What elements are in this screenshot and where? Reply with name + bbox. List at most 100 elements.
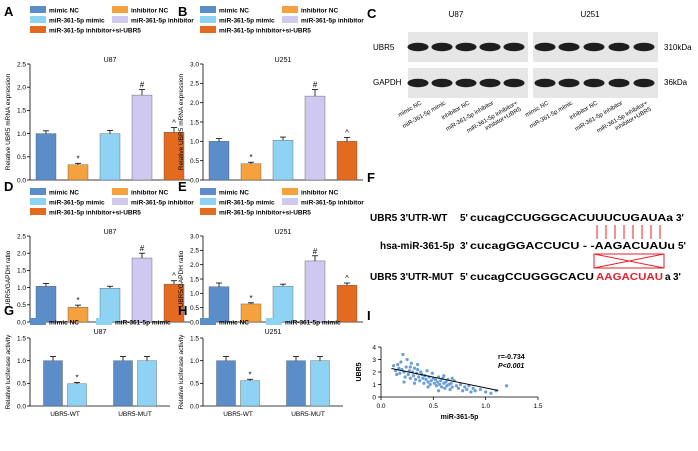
bar-B-3 (304, 95, 326, 181)
ylabel-G: Relative luciferase activity (5, 334, 12, 410)
legend-label-H-0: mimic NC (219, 320, 249, 327)
chart-title-G: U87 (94, 329, 107, 336)
legend-swatch-G-0 (30, 318, 46, 325)
scatter-point-25 (419, 370, 423, 374)
category-label-H-0: UBR5-WT (223, 411, 253, 418)
charts: A 0.0 0.5 1.0 1.5 2.0 2.5 Relative UBR5 mRNA ex… (4, 4, 543, 421)
chart-title-D: U87 (104, 229, 117, 236)
seq-wt-suffix: 3' (676, 213, 684, 224)
panel-b-chart: B 0.0 0.5 1.0 1.5 2.0 2.5 3.0 Relative UBR5 mRNA… (178, 4, 364, 184)
panel-label-i: I (367, 308, 371, 323)
ytick-label-D-1: 0.5 (17, 302, 26, 309)
scatter-point-5 (398, 371, 402, 375)
legend-label-D-1: inhibitor NC (131, 190, 168, 197)
ylabel-B: Relative UBR5 mRNA expression (178, 73, 185, 170)
panel-label-d: D (4, 179, 13, 194)
scatter-xtick-label-3: 1.5 (533, 403, 542, 410)
scatter-point-27 (421, 376, 425, 380)
lane-label-6: miR-361-5p mimic (529, 101, 574, 131)
ytick-label-D-3: 1.5 (17, 268, 26, 275)
panel-d-chart: D 0.0 0.5 1.0 1.5 2.0 2.5 UBR5/GAPDH ratio U87 mi… (4, 179, 194, 326)
blot-row-ubr5: UBR5 (373, 43, 395, 52)
ytick-label-E-4: 2.0 (190, 262, 199, 269)
legend-swatch-A-3 (112, 16, 128, 23)
scatter-point-61 (463, 385, 467, 389)
legend-swatch-D-0 (30, 188, 46, 195)
legend-label-E-2: miR-361-5p mimic (219, 200, 275, 207)
seq-mut-black: cucagCCUGGGCACU (470, 272, 594, 283)
legend-swatch-B-1 (282, 6, 298, 13)
scatter-point-23 (417, 375, 421, 379)
ytick-label-B-5: 2.5 (190, 81, 199, 88)
scatter-xlabel: miR-361-5p (441, 414, 479, 421)
sig-mark-E-4: ^ (345, 274, 349, 283)
legend-label-E-4: miR-361-5p inhibitor+si-UBR5 (219, 210, 311, 217)
legend-swatch-B-2 (200, 16, 216, 23)
scatter-point-55 (450, 385, 454, 389)
legend-label-A-4: miR-361-5p inhibitor+si-UBR5 (49, 28, 141, 35)
legend-label-D-0: mimic NC (49, 190, 79, 197)
legend-label-G-1: miR-361-5p mimic (115, 320, 171, 327)
scatter-point-39 (433, 377, 438, 382)
bar-H-1-1 (310, 360, 330, 407)
bar-D-3 (131, 257, 153, 323)
scatter-point-76 (442, 374, 446, 378)
ytick-label-A-1: 0.5 (17, 154, 26, 161)
scatter-point-34 (428, 382, 432, 387)
scatter-point-35 (429, 379, 433, 383)
bar-E-3 (304, 260, 326, 323)
legend-swatch-E-4 (200, 208, 216, 215)
scatter-point-68 (484, 390, 488, 394)
scatter-point-65 (471, 386, 475, 390)
scatter-point-0 (391, 364, 396, 368)
ytick-label-E-1: 0.5 (190, 305, 199, 312)
bar-E-2 (272, 285, 294, 323)
seq-mir: cucagGGACCUCU - -AAGACUAUu (470, 241, 675, 252)
scatter-point-66 (473, 389, 477, 393)
sig-mark-E-3: # (313, 247, 318, 256)
scatter-point-78 (402, 380, 406, 384)
ytick-label-E-0: 0.0 (190, 319, 199, 326)
band-ubr5-9 (633, 42, 655, 52)
panel-a-chart: A 0.0 0.5 1.0 1.5 2.0 2.5 Relative UBR5 mRNA ex… (4, 4, 194, 184)
band-gapdh-6 (558, 78, 580, 88)
scatter-point-49 (444, 380, 448, 384)
scatter-point-58 (456, 386, 461, 390)
scatter-ylabel: UBR5 (356, 362, 363, 381)
ytick-label-H-2: 1.0 (190, 358, 199, 365)
legend-swatch-A-1 (112, 6, 128, 13)
legend-swatch-H-0 (200, 318, 216, 325)
band-gapdh-3 (479, 78, 501, 88)
band-gapdh-5 (534, 78, 556, 88)
sig-mark-D-3: # (140, 244, 145, 253)
sig-mark-D-4: ^ (172, 272, 176, 281)
panel-label-g: G (4, 303, 14, 318)
scatter-point-4 (397, 366, 401, 370)
seq-wt-prefix: 5' (460, 213, 468, 224)
scatter-point-64 (469, 390, 473, 394)
scatter-point-73 (408, 365, 412, 369)
scatter-point-41 (435, 380, 440, 384)
legend-swatch-B-4 (200, 26, 216, 33)
seq-binding-lines (596, 225, 661, 239)
sig-mark-A-1: * (76, 154, 79, 163)
ytick-label-D-0: 0.0 (17, 319, 26, 326)
ytick-label-A-4: 2.0 (17, 85, 26, 92)
scatter-point-75 (436, 389, 441, 393)
legend-label-H-1: miR-361-5p mimic (285, 320, 341, 327)
legend-swatch-E-3 (282, 198, 298, 205)
scatter-point-44 (439, 379, 443, 383)
kda-gapdh: 36kDa (664, 78, 688, 87)
legend-label-A-3: miR-361-5p inhibitor (131, 18, 194, 25)
legend-label-B-1: inhibitor NC (301, 8, 338, 15)
bar-E-4 (336, 285, 358, 323)
chart-title-A: U87 (104, 57, 117, 64)
scatter-point-18 (411, 374, 416, 378)
legend-swatch-E-2 (200, 198, 216, 205)
ytick-label-H-3: 1.5 (190, 335, 199, 342)
scatter-annotation-r: r=-0.734 (498, 354, 525, 361)
ytick-label-G-3: 1.5 (17, 335, 26, 342)
scatter-point-77 (450, 376, 454, 380)
